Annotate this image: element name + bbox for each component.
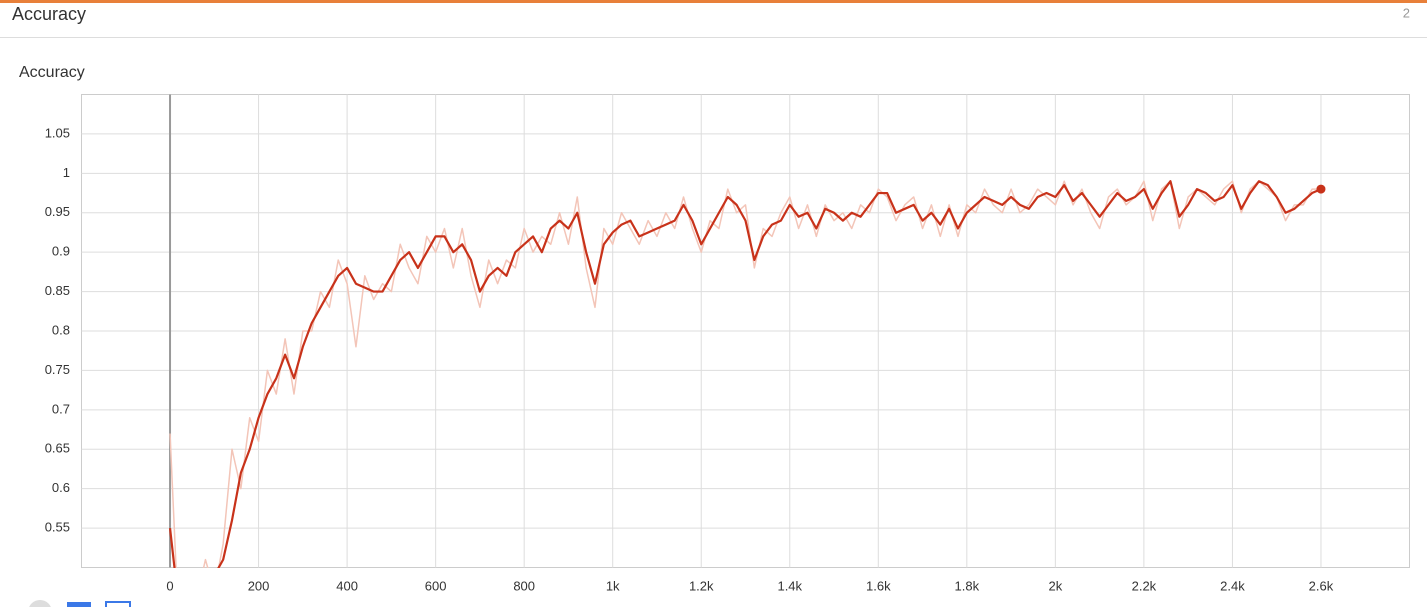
x-tick-label: 1.6k bbox=[866, 578, 891, 593]
chart-title: Accuracy bbox=[19, 64, 85, 81]
plot-area bbox=[168, 180, 1326, 568]
x-tick-label: 1k bbox=[606, 578, 620, 593]
x-tick-label: 1.2k bbox=[689, 578, 714, 593]
x-tick-label: 2.4k bbox=[1220, 578, 1245, 593]
toolbar-icon[interactable] bbox=[67, 602, 91, 612]
x-tick-label: 2.6k bbox=[1309, 578, 1334, 593]
x-tick-label: 1.4k bbox=[777, 578, 802, 593]
x-tick-label: 1.8k bbox=[955, 578, 980, 593]
header-bar bbox=[0, 3, 1427, 37]
x-tick-label: 400 bbox=[336, 578, 358, 593]
last-point bbox=[1316, 184, 1326, 194]
header-title[interactable]: Accuracy bbox=[12, 4, 86, 24]
series-line bbox=[168, 180, 1322, 568]
series-line bbox=[169, 180, 1321, 568]
toolbar-icon[interactable] bbox=[28, 600, 52, 612]
x-tick-label: 200 bbox=[248, 578, 270, 593]
x-tick-label: 0 bbox=[166, 578, 173, 593]
y-tick-label: 0.95 bbox=[45, 204, 70, 219]
y-tick-label: 0.7 bbox=[52, 401, 70, 416]
y-tick-label: 0.9 bbox=[52, 244, 70, 259]
toolbar-icon[interactable] bbox=[105, 601, 131, 612]
x-tick-label: 800 bbox=[513, 578, 535, 593]
x-tick-label: 2.2k bbox=[1132, 578, 1157, 593]
header-badge: 2 bbox=[1403, 5, 1410, 20]
y-tick-label: 0.6 bbox=[52, 480, 70, 495]
y-tick-label: 1.05 bbox=[45, 125, 70, 140]
y-tick-label: 1 bbox=[63, 165, 70, 180]
y-tick-label: 0.55 bbox=[45, 520, 70, 535]
y-tick-label: 0.65 bbox=[45, 441, 70, 456]
grid: 0.55 0.6 0.65 0.7 0.75 0.8 0.85 0.9 0.95 1 1.05 0 20… bbox=[45, 94, 1410, 593]
y-tick-label: 0.85 bbox=[45, 283, 70, 298]
y-tick-label: 0.75 bbox=[45, 362, 70, 377]
y-tick-label: 0.8 bbox=[52, 322, 70, 337]
header-accent bbox=[0, 0, 1427, 3]
x-tick-label: 600 bbox=[425, 578, 447, 593]
x-tick-label: 2k bbox=[1048, 578, 1062, 593]
